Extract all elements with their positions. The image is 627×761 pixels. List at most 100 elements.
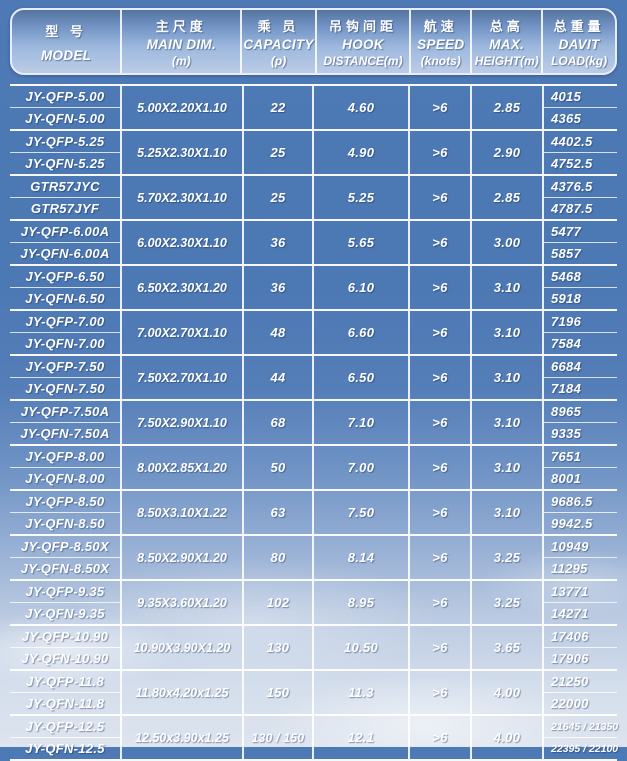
table-body: JY-QFP-5.00 JY-QFN-5.00 5.00X2.20X1.10 22 4.…: [10, 84, 618, 761]
model-name: JY-QFP-8.50X: [10, 536, 120, 558]
capacity-cell: 48: [242, 311, 312, 354]
davit-load-cell: 7196 7584: [542, 311, 617, 354]
speed-cell: >6: [408, 86, 470, 129]
model-name: JY-QFP-6.50: [10, 266, 120, 288]
model-name: JY-QFN-8.50X: [20, 561, 110, 576]
hook-distance-cell: 7.10: [312, 401, 408, 444]
main-dim-cell: 12.50x3.90x1.25: [120, 716, 242, 759]
capacity-cell: 36: [242, 266, 312, 309]
model-name: GTR57JYC: [10, 176, 120, 198]
header-zh-hook: 吊钩间距: [329, 18, 398, 34]
main-dim-cell: 8.50X3.10X1.22: [120, 491, 242, 534]
davit-load-cell: 4376.5 4787.5: [542, 176, 617, 219]
hook-distance-cell: 5.65: [312, 221, 408, 264]
capacity-cell: 150: [242, 671, 312, 714]
max-height-cell: 3.10: [470, 491, 542, 534]
davit-load-value: 5857: [551, 246, 582, 261]
max-height-cell: 2.85: [470, 176, 542, 219]
hook-distance-cell: 8.95: [312, 581, 408, 624]
model-cell: JY-QFP-10.90 JY-QFN-10.90: [10, 626, 120, 669]
speed-cell: >6: [408, 131, 470, 174]
header-en-capacity: CAPACITY: [243, 36, 314, 52]
model-name: JY-QFN-5.00: [25, 111, 105, 126]
model-name: JY-QFP-7.00: [10, 311, 120, 333]
davit-load-value: 4365: [551, 111, 582, 126]
table-row: JY-QFP-8.50 JY-QFN-8.50 8.50X3.10X1.22 63 7.…: [10, 489, 617, 534]
model-cell: JY-QFP-9.35 JY-QFN-9.35: [10, 581, 120, 624]
model-cell: JY-QFP-8.00 JY-QFN-8.00: [10, 446, 120, 489]
max-height-cell: 3.10: [470, 446, 542, 489]
speed-cell: >6: [408, 671, 470, 714]
model-cell: JY-QFP-8.50 JY-QFN-8.50: [10, 491, 120, 534]
davit-load-cell: 13771 14271: [542, 581, 617, 624]
hook-distance-cell: 4.60: [312, 86, 408, 129]
model-name: JY-QFN-6.00A: [20, 246, 110, 261]
model-name: JY-QFN-12.5: [25, 741, 105, 756]
capacity-cell: 50: [242, 446, 312, 489]
davit-load-cell: 5477 5857: [542, 221, 617, 264]
header-en-speed: SPEED: [417, 36, 465, 52]
davit-load-value: 4787.5: [551, 201, 593, 216]
davit-load-cell: 7651 8001: [542, 446, 617, 489]
speed-cell: >6: [408, 311, 470, 354]
hook-distance-cell: 10.50: [312, 626, 408, 669]
model-cell: JY-QFP-5.00 JY-QFN-5.00: [10, 86, 120, 129]
main-dim-cell: 7.50X2.90X1.10: [120, 401, 242, 444]
model-name: JY-QFP-7.50: [10, 356, 120, 378]
hook-distance-cell: 8.14: [312, 536, 408, 579]
max-height-cell: 3.00: [470, 221, 542, 264]
header-cell-speed: 航速 SPEED (knots): [409, 10, 470, 73]
davit-load-value: 13771: [544, 581, 617, 603]
header-cell-capacity: 乘 员 CAPACITY (p): [240, 10, 314, 73]
model-cell: JY-QFP-12.5 JY-QFN-12.5: [10, 716, 120, 759]
davit-load-cell: 5468 5918: [542, 266, 617, 309]
model-cell: JY-QFP-8.50X JY-QFN-8.50X: [10, 536, 120, 579]
header-en-max-height: MAX.: [489, 36, 525, 52]
model-cell: GTR57JYC GTR57JYF: [10, 176, 120, 219]
speed-cell: >6: [408, 626, 470, 669]
main-dim-cell: 8.00X2.85X1.20: [120, 446, 242, 489]
davit-load-value: 17406: [544, 626, 617, 648]
table-row: JY-QFP-5.25 JY-QFN-5.25 5.25X2.30X1.10 25 4.…: [10, 129, 617, 174]
davit-load-cell: 4402.5 4752.5: [542, 131, 617, 174]
davit-load-cell: 17406 17906: [542, 626, 617, 669]
header-zh-capacity: 乘 员: [257, 18, 300, 34]
hook-distance-cell: 7.00: [312, 446, 408, 489]
header-cell-hook-distance: 吊钩间距 HOOK DISTANCE(m): [314, 10, 410, 73]
table-row: JY-QFP-6.50 JY-QFN-6.50 6.50X2.30X1.20 36 6.…: [10, 264, 617, 309]
max-height-cell: 3.10: [470, 311, 542, 354]
hook-distance-cell: 7.50: [312, 491, 408, 534]
capacity-cell: 22: [242, 86, 312, 129]
davit-load-value: 6684: [544, 356, 617, 378]
capacity-cell: 130: [242, 626, 312, 669]
main-dim-cell: 6.00X2.30X1.10: [120, 221, 242, 264]
model-name: JY-QFP-5.00: [10, 86, 120, 108]
header-cell-davit-load: 总重量 DAVIT LOAD(kg): [541, 10, 615, 73]
header-unit-hook: DISTANCE(m): [323, 53, 403, 68]
table-header-row: 型 号 MODEL 主尺度 MAIN DIM. (m) 乘 员 CAPACITY…: [10, 8, 617, 75]
table-row: JY-QFP-11.8 JY-QFN-11.8 11.80x4.20x1.25 150…: [10, 669, 617, 714]
hook-distance-cell: 6.60: [312, 311, 408, 354]
capacity-cell: 44: [242, 356, 312, 399]
capacity-cell: 63: [242, 491, 312, 534]
header-zh-speed: 航速: [423, 18, 458, 34]
model-name: JY-QFP-11.8: [10, 671, 120, 693]
max-height-cell: 4.00: [470, 716, 542, 759]
header-unit-capacity: (p): [270, 53, 287, 68]
model-name: JY-QFN-7.50: [25, 381, 105, 396]
hook-distance-cell: 4.90: [312, 131, 408, 174]
davit-load-value: 21250: [544, 671, 617, 693]
davit-load-value: 8001: [551, 471, 582, 486]
model-name: GTR57JYF: [30, 201, 100, 216]
main-dim-cell: 5.70X2.30X1.10: [120, 176, 242, 219]
speed-cell: >6: [408, 356, 470, 399]
davit-load-value: 9335: [551, 426, 582, 441]
main-dim-cell: 5.00X2.20X1.10: [120, 86, 242, 129]
davit-load-value: 4376.5: [544, 176, 617, 198]
davit-load-value: 4402.5: [544, 131, 617, 153]
capacity-cell: 36: [242, 221, 312, 264]
model-cell: JY-QFP-7.50 JY-QFN-7.50: [10, 356, 120, 399]
header-zh-main-dim: 主尺度: [155, 18, 207, 34]
model-name: JY-QFN-7.50A: [20, 426, 110, 441]
davit-load-cell: 21645 / 21350 22395 / 22100: [542, 716, 618, 759]
